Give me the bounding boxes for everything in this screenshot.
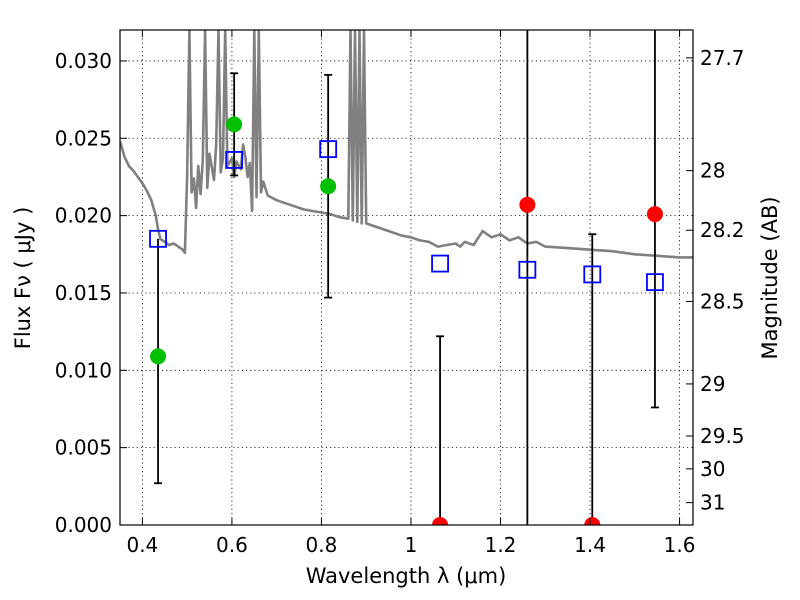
model-flux-square — [319, 140, 338, 159]
x-tick-label: 1.2 — [485, 533, 517, 557]
observed-flux-point — [320, 178, 337, 195]
mag-tick-label: 29 — [700, 372, 725, 396]
y-tick-label: 0.025 — [55, 126, 112, 150]
mag-tick-label: 27.7 — [700, 46, 745, 70]
mag-tick-label: 28.2 — [700, 218, 745, 242]
mag-tick-label: 28.5 — [700, 289, 745, 313]
mag-tick-label: 31 — [700, 491, 725, 515]
plot-area — [120, 30, 693, 525]
observed-flux-point — [432, 517, 449, 525]
observed-flux-point — [646, 206, 663, 223]
model-flux-square — [431, 254, 449, 273]
y-tick-label: 0.000 — [55, 513, 112, 537]
plot-frame — [119, 29, 694, 526]
y-tick-label: 0.005 — [55, 436, 112, 460]
x-axis-label: Wavelength λ (μm) — [306, 564, 507, 588]
model-flux-square — [583, 265, 602, 284]
y-tick-label: 0.010 — [55, 358, 112, 382]
model-flux-square — [149, 229, 167, 248]
model-spectrum-line — [120, 30, 693, 259]
observed-flux-point — [150, 348, 167, 365]
mag-tick-label: 29.5 — [700, 424, 745, 448]
x-tick-label: 0.6 — [216, 533, 248, 557]
axis-ticks: 0.4 0.6 0.8 1 1.2 1.4 1.6 0.000 0.005 0.010 0.015 0… — [55, 30, 745, 557]
x-tick-label: 1 — [405, 533, 418, 557]
mag-tick-label: 28 — [700, 159, 725, 183]
y-tick-label: 0.015 — [55, 281, 112, 305]
mag-tick-label: 30 — [700, 457, 725, 481]
observed-flux-point — [519, 196, 536, 213]
y-tick-label: 0.020 — [55, 204, 112, 228]
model-flux-square — [225, 151, 244, 169]
x-tick-label: 1.6 — [664, 533, 696, 557]
model-flux-square — [646, 273, 664, 292]
x-tick-label: 1.4 — [574, 533, 606, 557]
x-tick-label: 0.4 — [126, 533, 158, 557]
x-tick-label: 0.8 — [306, 533, 338, 557]
observed-flux-point — [226, 116, 243, 133]
observed-flux-point — [584, 517, 601, 525]
y-tick-label: 0.030 — [55, 49, 112, 73]
model-flux-square — [518, 260, 537, 279]
y-axis-label-left: Flux Fν ( μJy ) — [11, 207, 35, 350]
y-axis-label-right: Magnitude (AB) — [758, 196, 782, 359]
